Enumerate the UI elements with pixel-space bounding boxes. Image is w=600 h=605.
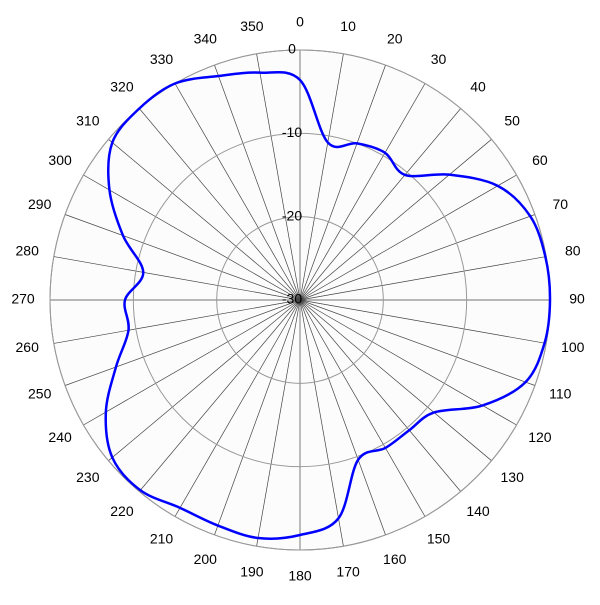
angle-label: 60 [532, 152, 548, 168]
spoke [256, 53, 301, 301]
angle-label: 160 [383, 551, 407, 567]
angle-label: 310 [76, 113, 100, 129]
spoke [299, 299, 492, 461]
angle-label: 20 [387, 30, 403, 46]
angle-label: 260 [16, 339, 40, 355]
spoke [299, 214, 536, 301]
spoke [64, 214, 301, 301]
spoke [299, 299, 536, 386]
angle-label: 350 [240, 18, 264, 34]
spoke [174, 299, 301, 517]
angle-label: 30 [431, 51, 447, 67]
angle-label: 40 [470, 79, 486, 95]
angle-label: 340 [194, 30, 218, 46]
spoke [299, 299, 517, 426]
spoke [299, 53, 344, 301]
spoke [299, 108, 461, 301]
spoke [214, 64, 301, 301]
angle-label: 70 [553, 196, 569, 212]
angle-label: 270 [11, 291, 35, 307]
r-tick-label: -30 [282, 291, 302, 307]
spoke [53, 256, 301, 301]
spoke [299, 64, 386, 301]
angle-label: 280 [16, 243, 40, 259]
ring [132, 132, 468, 468]
angle-label: 80 [565, 243, 581, 259]
angle-label: 120 [528, 429, 552, 445]
angle-label: 0 [296, 14, 304, 30]
angle-label: 250 [28, 385, 52, 401]
ring [216, 216, 384, 384]
angle-label: 10 [340, 18, 356, 34]
spoke [83, 174, 301, 301]
angle-label: 100 [561, 339, 585, 355]
spoke [139, 299, 301, 492]
angle-label: 330 [150, 51, 174, 67]
angle-label: 210 [150, 531, 174, 547]
angle-label: 110 [549, 385, 572, 401]
r-tick-label: 0 [288, 41, 296, 57]
angle-label: 300 [48, 152, 72, 168]
spoke [139, 108, 301, 301]
spoke [256, 299, 301, 547]
angle-label: 320 [110, 79, 134, 95]
spoke [299, 299, 386, 536]
angle-label: 230 [76, 469, 100, 485]
pattern-line [104, 70, 552, 540]
r-tick-label: -10 [282, 124, 302, 140]
angle-label: 190 [240, 563, 264, 579]
spoke [299, 174, 517, 301]
spoke [53, 299, 301, 344]
angle-label: 90 [569, 291, 585, 307]
angle-label: 220 [110, 503, 134, 519]
angle-label: 150 [427, 531, 451, 547]
angle-label: 50 [504, 113, 520, 129]
r-tick-label: -20 [282, 207, 302, 223]
angle-label: 240 [48, 429, 72, 445]
angle-label: 200 [194, 551, 218, 567]
spoke [299, 299, 547, 344]
spoke [299, 299, 344, 547]
angle-label: 140 [466, 503, 490, 519]
spoke [174, 83, 301, 301]
spoke [299, 83, 426, 301]
angle-label: 170 [336, 563, 360, 579]
angle-label: 290 [28, 196, 52, 212]
spoke [83, 299, 301, 426]
spoke [108, 299, 301, 461]
angle-label: 130 [501, 469, 525, 485]
spoke [299, 256, 547, 301]
spoke [299, 299, 426, 517]
angle-label: 180 [288, 568, 312, 584]
spoke [108, 139, 301, 301]
spoke [299, 139, 492, 301]
spoke [299, 299, 461, 492]
spoke [214, 299, 301, 536]
spoke [64, 299, 301, 386]
